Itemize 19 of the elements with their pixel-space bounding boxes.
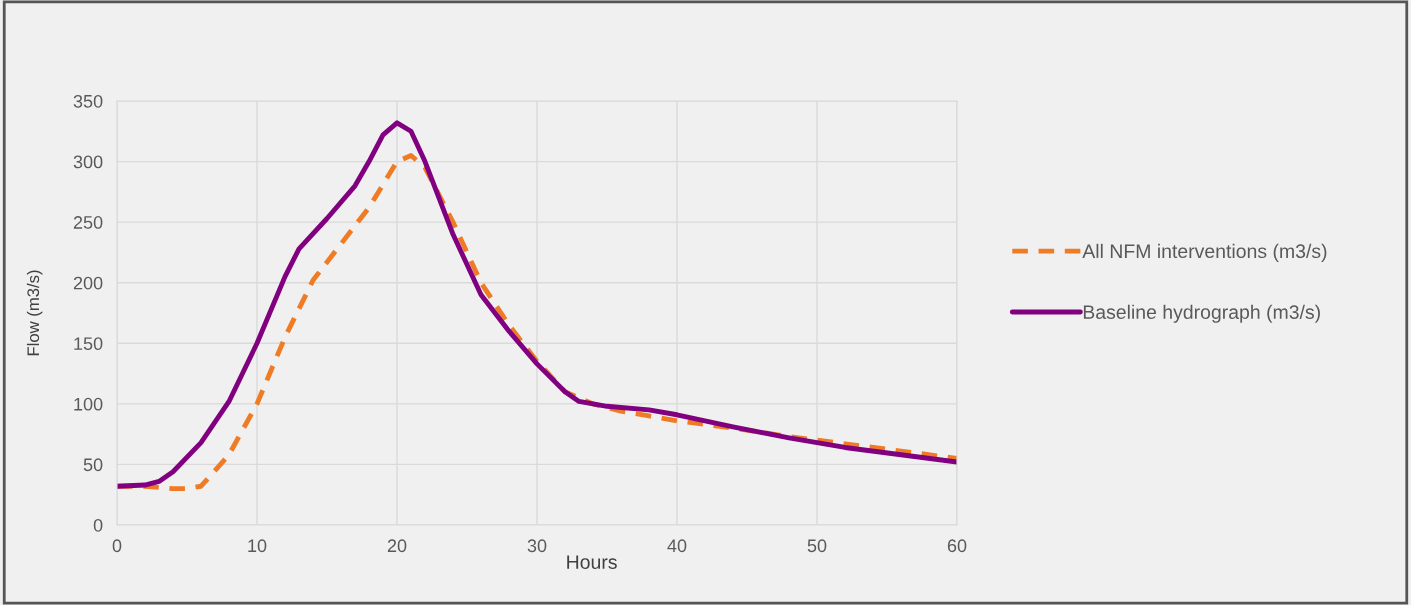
y-tick-label: 300 [73, 155, 103, 169]
legend-label: All NFM interventions (m3/s) [1082, 243, 1327, 262]
y-tick-label: 50 [83, 458, 103, 472]
y-tick-label: 200 [73, 276, 103, 290]
x-tick-label: 30 [527, 539, 547, 553]
x-tick-label: 0 [112, 539, 122, 553]
x-axis-title: Hours [567, 555, 617, 569]
y-tick-label: 150 [74, 337, 103, 351]
x-tick-label: 20 [387, 539, 407, 553]
y-tick-label: 250 [73, 216, 103, 229]
y-tick-label: 0 [93, 518, 103, 532]
x-tick-label: 10 [248, 539, 267, 553]
y-tick-label: 100 [74, 397, 103, 411]
x-tick-label: 40 [667, 539, 687, 553]
legend-label: Baseline hydrograph (m3/s) [1083, 304, 1320, 323]
y-axis-title: Flow (m3/s) [26, 270, 43, 356]
y-tick-label: 350 [73, 94, 103, 108]
x-tick-label: 50 [807, 539, 827, 553]
x-tick-label: 60 [947, 539, 967, 553]
